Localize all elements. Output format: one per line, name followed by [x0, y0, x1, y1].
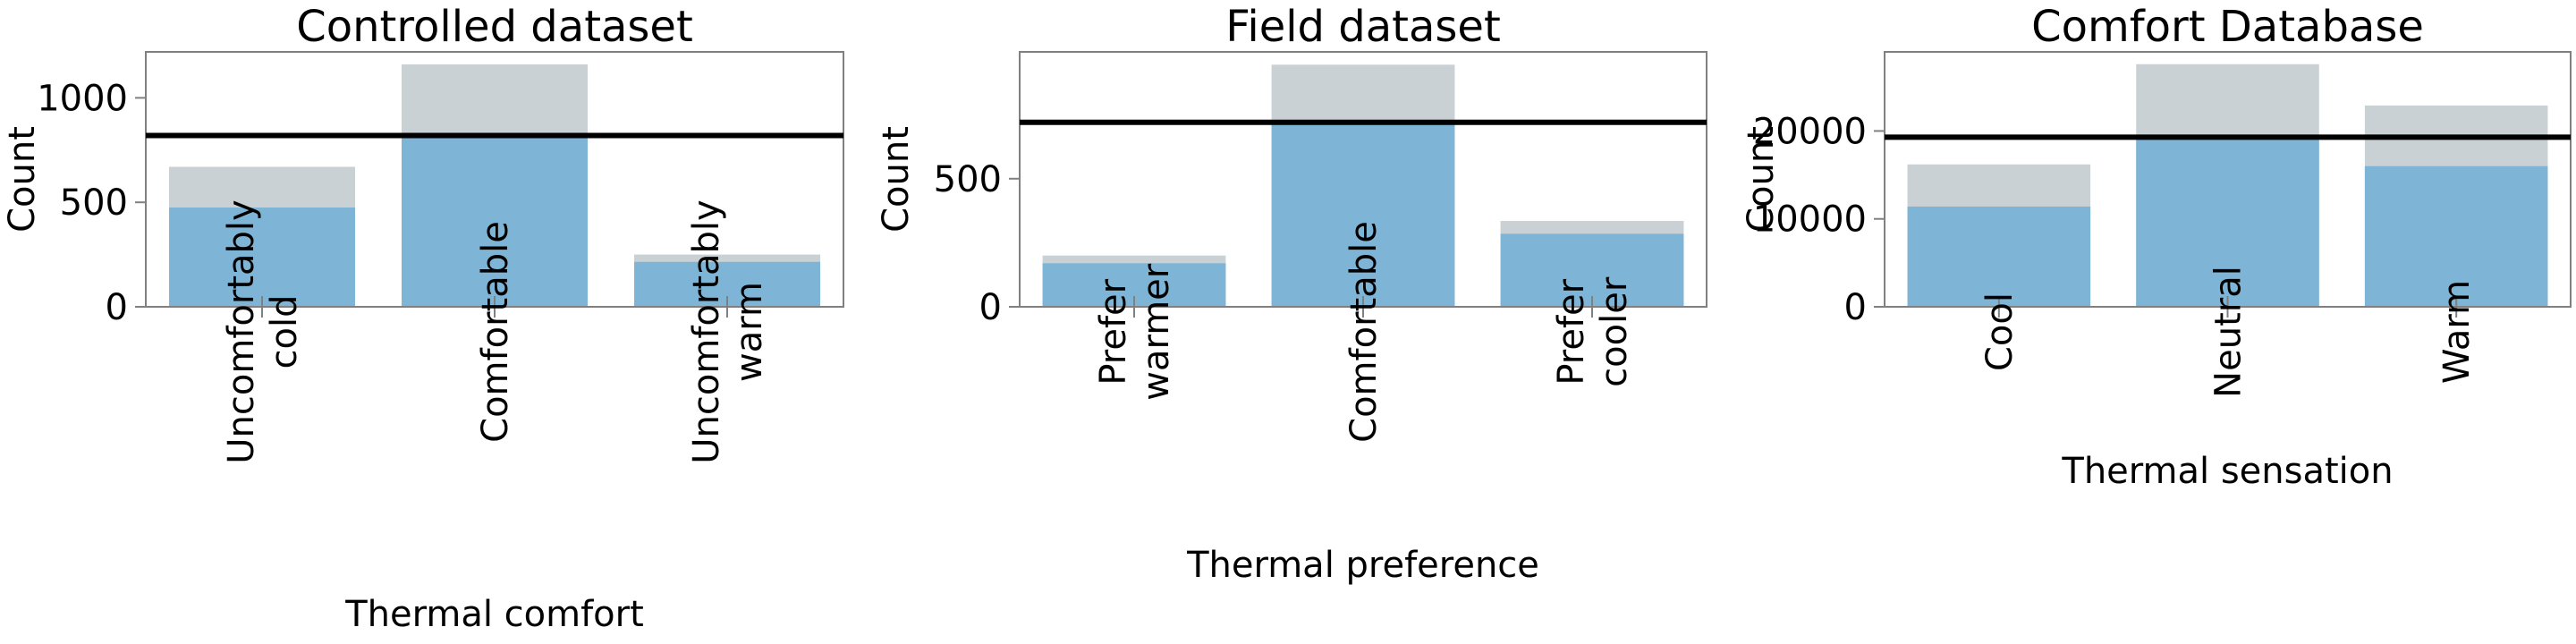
x-axis-label: Thermal comfort [344, 594, 644, 635]
y-tick-label: 0 [106, 287, 128, 328]
x-tick-label: Uncomfortablywarm [686, 199, 770, 463]
x-tick-label: Uncomfortablycold [221, 199, 305, 463]
y-tick-label: 500 [60, 182, 128, 224]
x-tick-label: Warm [2436, 280, 2478, 384]
x-axis-label: Thermal sensation [2061, 451, 2393, 492]
bar-balanced-1 [169, 208, 355, 307]
x-tick-label: Comfortable [475, 221, 516, 443]
bar-balanced-2 [2136, 137, 2319, 307]
chart-panel-3: 0 10000 20000 Cool Neutral Warm Comfort Databa… [1741, 2, 2572, 492]
bar-balanced-1 [1907, 206, 2091, 307]
x-tick-label: Neutral [2208, 266, 2250, 398]
x-tick-label-line: Comfortable [475, 221, 516, 443]
x-tick-label: Prefercooler [1551, 276, 1635, 387]
x-tick-label-line: Neutral [2208, 266, 2250, 398]
y-tick-label: 0 [1844, 287, 1867, 328]
bar-balanced-3 [2364, 165, 2548, 307]
chart-title: Field dataset [1225, 2, 1501, 52]
chart-title: Controlled dataset [296, 2, 693, 52]
x-tick-label: Preferwarmer [1093, 263, 1177, 401]
x-tick-label-line: Prefer [1551, 278, 1592, 385]
y-tick-label: 10000 [1753, 199, 1867, 241]
y-tick-label: 20000 [1753, 111, 1867, 152]
bar-balanced-2 [402, 135, 588, 307]
x-tick-label-line: Prefer [1093, 278, 1134, 385]
y-tick-label: 1000 [37, 78, 128, 119]
chart-title: Comfort Database [2031, 2, 2424, 52]
x-axis-label: Thermal preference [1186, 545, 1539, 586]
y-axis-label: Count [1741, 126, 1782, 233]
x-tick-label: Comfortable [1343, 221, 1385, 443]
x-tick-label-line: Comfortable [1343, 221, 1385, 443]
x-tick-label-line: Uncomfortably [221, 199, 262, 463]
x-tick-label-line: cold [264, 295, 305, 369]
x-tick-label: Cool [1979, 292, 2021, 371]
x-tick-label-line: Uncomfortably [686, 199, 727, 463]
x-tick-label-line: Warm [2436, 280, 2478, 384]
x-tick-label-line: cooler [1594, 276, 1635, 387]
bar-balanced-2 [1271, 122, 1455, 307]
x-tick-label-line: warmer [1136, 263, 1177, 401]
x-tick-label-line: warm [729, 282, 770, 382]
y-axis-label: Count [876, 126, 917, 233]
x-tick-label-line: Cool [1979, 292, 2021, 371]
y-tick-label: 500 [934, 159, 1002, 200]
bar-balanced-3 [1500, 233, 1684, 307]
y-tick-label: 0 [979, 287, 1002, 328]
y-axis-label: Count [2, 126, 43, 233]
